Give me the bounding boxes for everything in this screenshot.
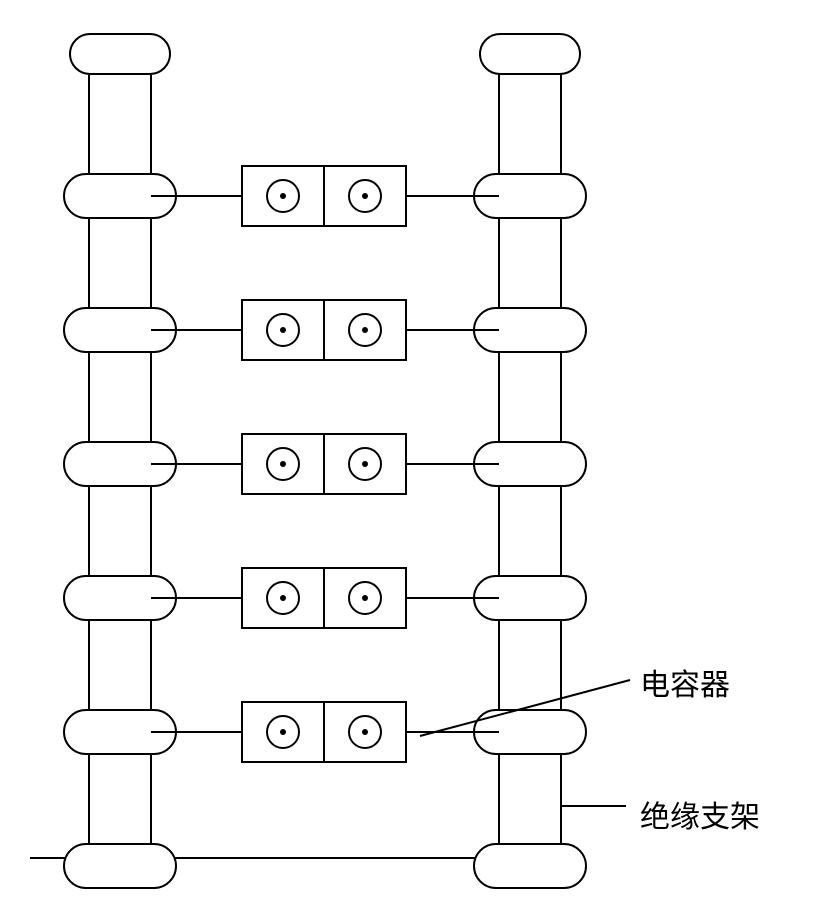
capacitor-label: 电容器 (640, 660, 730, 704)
diagram-container: 电容器 绝缘支架 (20, 20, 828, 900)
bracket-label: 绝缘支架 (640, 792, 760, 836)
diagram-svg (20, 20, 828, 900)
